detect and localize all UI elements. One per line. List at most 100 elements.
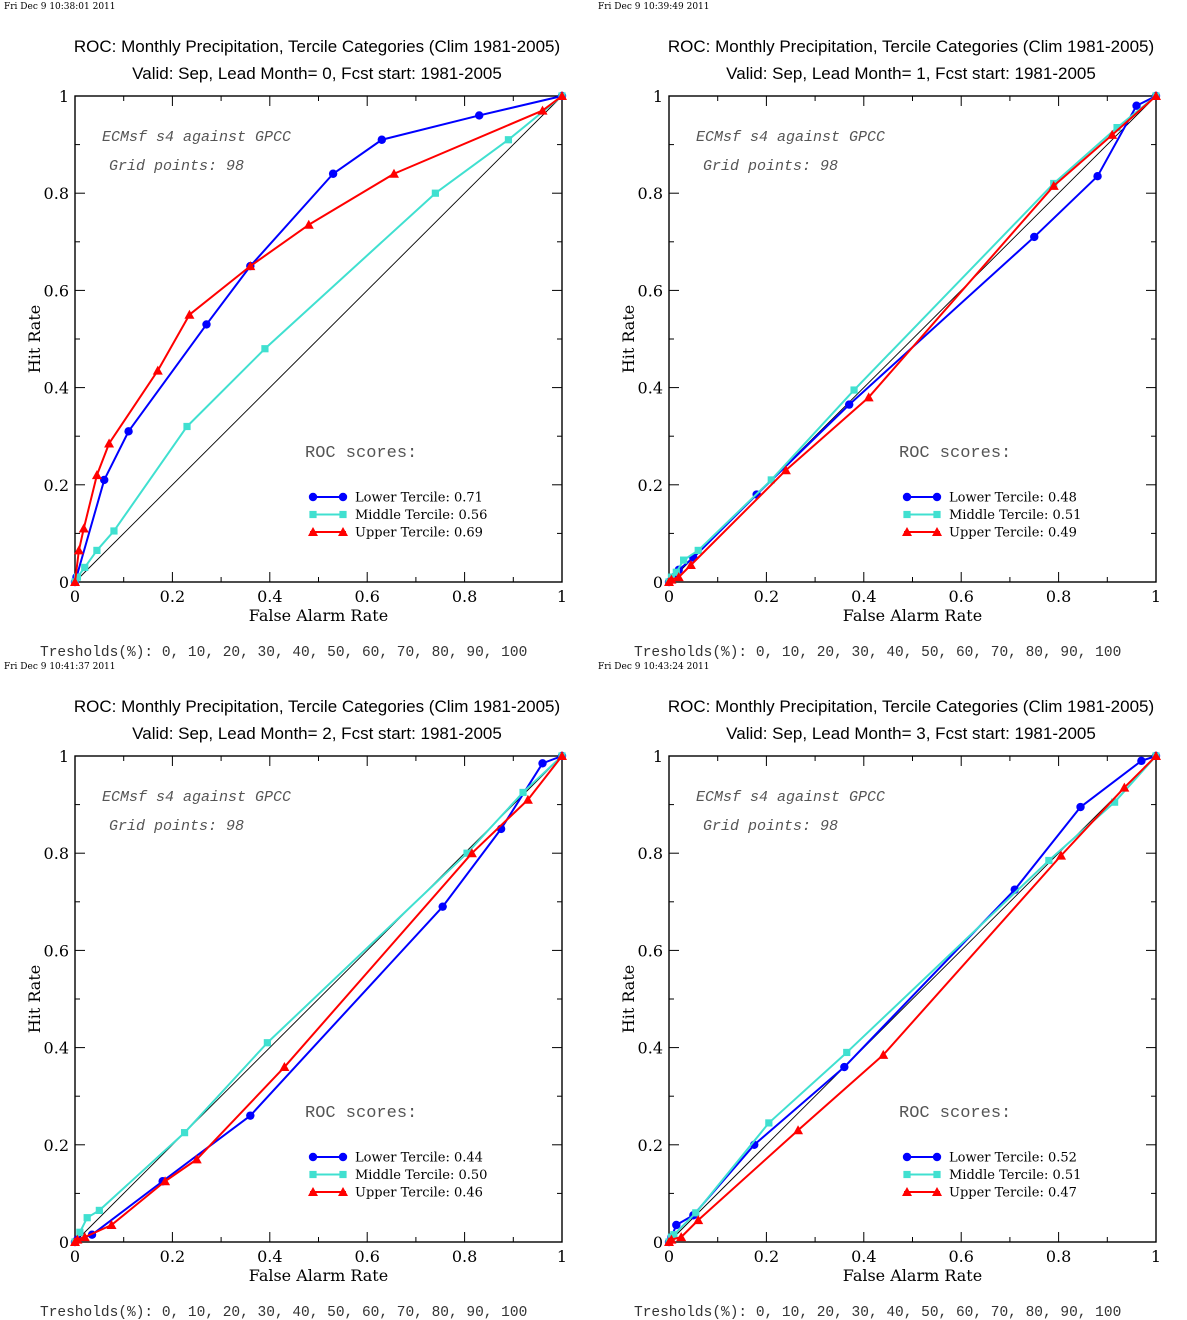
data-point — [100, 475, 109, 485]
roc-scores-heading: ROC scores: — [305, 444, 417, 463]
data-point — [245, 261, 256, 271]
x-tick-label: 0.8 — [1046, 587, 1071, 606]
data-point — [438, 902, 447, 911]
y-tick-label: 0.6 — [638, 941, 663, 960]
legend-marker — [308, 1187, 318, 1196]
data-point — [1048, 180, 1059, 190]
y-tick-label: 1 — [59, 87, 69, 106]
legend-entry: Upper Tercile: 0.47 — [902, 1186, 1077, 1201]
y-tick-label: 0.8 — [638, 844, 663, 863]
y-tick-label: 0.8 — [638, 184, 663, 203]
legend-entry: Lower Tercile: 0.44 — [308, 1151, 483, 1166]
x-tick-label: 1 — [1151, 587, 1161, 606]
chart-subtitle: Valid: Sep, Lead Month= 3, Fcst start: 1… — [726, 724, 1096, 743]
y-axis-label: Hit Rate — [25, 965, 44, 1033]
x-axis-label: False Alarm Rate — [843, 606, 982, 625]
roc-panel: Fri Dec 9 10:41:37 2011 ROC: Monthly Prec… — [0, 660, 594, 1320]
data-point — [1111, 798, 1119, 806]
data-point — [1151, 751, 1161, 760]
data-point — [70, 577, 80, 586]
source-note: ECMsf s4 against GPCC — [102, 789, 291, 806]
legend-entry: Middle Tercile: 0.51 — [903, 1168, 1081, 1183]
data-point — [1107, 129, 1118, 139]
data-point — [666, 574, 677, 584]
chart-subtitle: Valid: Sep, Lead Month= 1, Fcst start: 1… — [726, 64, 1096, 83]
data-point — [1030, 232, 1039, 242]
thresholds-text: Tresholds(%): 0, 10, 20, 30, 40, 50, 60,… — [634, 645, 1121, 661]
legend-marker — [339, 1170, 347, 1179]
legend-marker — [338, 492, 348, 502]
data-point — [522, 794, 533, 804]
y-tick-label: 1 — [653, 747, 663, 766]
legend-marker — [903, 510, 911, 519]
y-tick-label: 0.4 — [44, 379, 69, 398]
legend-marker — [932, 527, 942, 536]
data-point — [1076, 802, 1085, 812]
legend-label: Middle Tercile: 0.50 — [355, 1168, 487, 1183]
data-point — [504, 136, 513, 144]
y-tick-label: 0 — [653, 573, 663, 592]
legend-marker — [933, 1170, 941, 1179]
data-point — [191, 1154, 202, 1164]
legend-entry: Upper Tercile: 0.49 — [902, 526, 1077, 541]
legend-marker — [338, 1152, 348, 1162]
data-point — [878, 1049, 889, 1059]
print-timestamp: Fri Dec 9 10:38:01 2011 — [4, 2, 116, 12]
chart-title: ROC: Monthly Precipitation, Tercile Cate… — [668, 37, 1154, 56]
series-triangle — [664, 91, 1161, 586]
data-point — [184, 309, 195, 319]
thresholds-text: Tresholds(%): 0, 10, 20, 30, 40, 50, 60,… — [40, 1305, 527, 1320]
legend-marker — [308, 492, 318, 502]
legend-entry: Lower Tercile: 0.71 — [308, 491, 483, 506]
y-tick-label: 0.2 — [44, 476, 69, 495]
data-point — [519, 788, 527, 797]
data-point — [328, 169, 338, 178]
chart-subtitle: Valid: Sep, Lead Month= 0, Fcst start: 1… — [132, 64, 502, 83]
data-point — [106, 1219, 117, 1229]
data-point — [1113, 123, 1121, 132]
y-tick-label: 0.4 — [44, 1039, 69, 1058]
legend-marker — [902, 1187, 912, 1196]
x-tick-label: 1 — [557, 1247, 567, 1266]
y-tick-label: 0.2 — [638, 1136, 663, 1155]
data-point — [680, 556, 688, 564]
legend-label: Lower Tercile: 0.52 — [949, 1151, 1077, 1166]
grid-points-note: Grid points: 98 — [703, 818, 838, 835]
legend-marker — [932, 1152, 942, 1162]
series-triangle — [664, 751, 1161, 1246]
y-tick-label: 0 — [59, 1233, 69, 1252]
legend-entry: Upper Tercile: 0.69 — [308, 526, 483, 541]
no-skill-diagonal — [74, 95, 563, 583]
x-tick-label: 0 — [664, 587, 674, 606]
series-triangle — [70, 91, 567, 586]
roc-chart-svg: Fri Dec 9 10:43:24 2011 ROC: Monthly Prec… — [598, 662, 1161, 1320]
data-point — [72, 1234, 83, 1244]
data-point — [693, 1215, 704, 1225]
data-point — [246, 1111, 255, 1120]
series-line — [74, 95, 563, 583]
y-axis-label: Hit Rate — [619, 305, 638, 373]
series-line — [668, 755, 1157, 1243]
data-point — [1093, 171, 1102, 181]
series-triangle — [70, 751, 567, 1246]
x-tick-label: 0.4 — [257, 1247, 282, 1266]
data-point — [95, 1206, 103, 1215]
y-axis-label: Hit Rate — [25, 305, 44, 373]
data-point — [261, 345, 269, 353]
data-point — [676, 1232, 687, 1242]
x-tick-label: 0.2 — [754, 1247, 779, 1266]
data-point — [685, 559, 696, 569]
data-point — [1056, 850, 1067, 860]
x-tick-label: 1 — [1151, 1247, 1161, 1266]
data-point — [672, 568, 680, 576]
legend-label: Lower Tercile: 0.71 — [355, 491, 483, 506]
x-tick-label: 0.4 — [851, 1247, 876, 1266]
grid-points-note: Grid points: 98 — [109, 158, 244, 175]
legend-marker — [932, 1187, 942, 1196]
data-point — [840, 1062, 849, 1072]
x-tick-label: 0.2 — [754, 587, 779, 606]
legend-marker — [309, 1170, 317, 1179]
data-point — [672, 1220, 681, 1230]
legend-marker — [309, 510, 317, 519]
data-point — [666, 1234, 677, 1244]
